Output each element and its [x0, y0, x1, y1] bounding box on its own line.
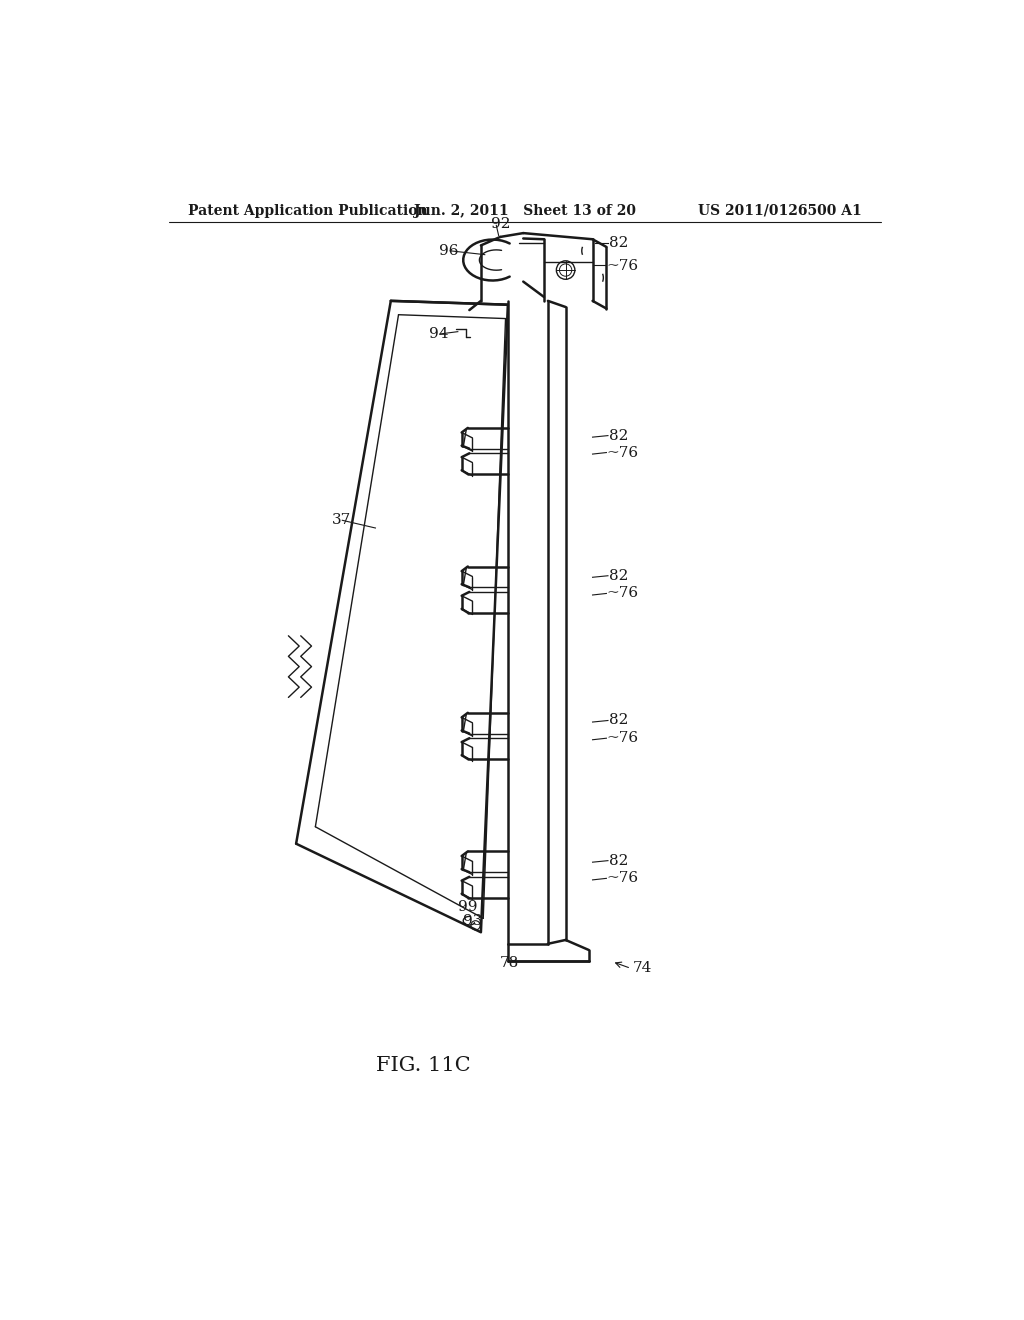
Text: ~76: ~76: [606, 871, 639, 886]
Text: FIG. 11C: FIG. 11C: [376, 1056, 470, 1074]
Text: 96: 96: [438, 244, 458, 257]
Text: Patent Application Publication: Patent Application Publication: [188, 203, 428, 218]
Text: 37: 37: [333, 513, 351, 527]
Text: 82: 82: [609, 569, 629, 582]
Text: 99: 99: [458, 900, 477, 913]
Text: ~76: ~76: [606, 731, 639, 746]
Text: 82: 82: [609, 429, 629, 442]
Text: 74: 74: [633, 961, 652, 975]
Text: ~76: ~76: [606, 586, 639, 601]
Text: US 2011/0126500 A1: US 2011/0126500 A1: [698, 203, 862, 218]
Text: 78: 78: [500, 956, 519, 970]
Text: 94: 94: [429, 327, 449, 341]
Text: 92: 92: [490, 216, 510, 231]
Text: 82: 82: [609, 714, 629, 727]
Text: ~76: ~76: [606, 259, 639, 273]
Text: 82: 82: [609, 236, 629, 249]
Text: 82: 82: [609, 854, 629, 867]
Text: Jun. 2, 2011   Sheet 13 of 20: Jun. 2, 2011 Sheet 13 of 20: [414, 203, 636, 218]
Text: 93: 93: [463, 913, 482, 928]
Text: ~76: ~76: [606, 446, 639, 459]
